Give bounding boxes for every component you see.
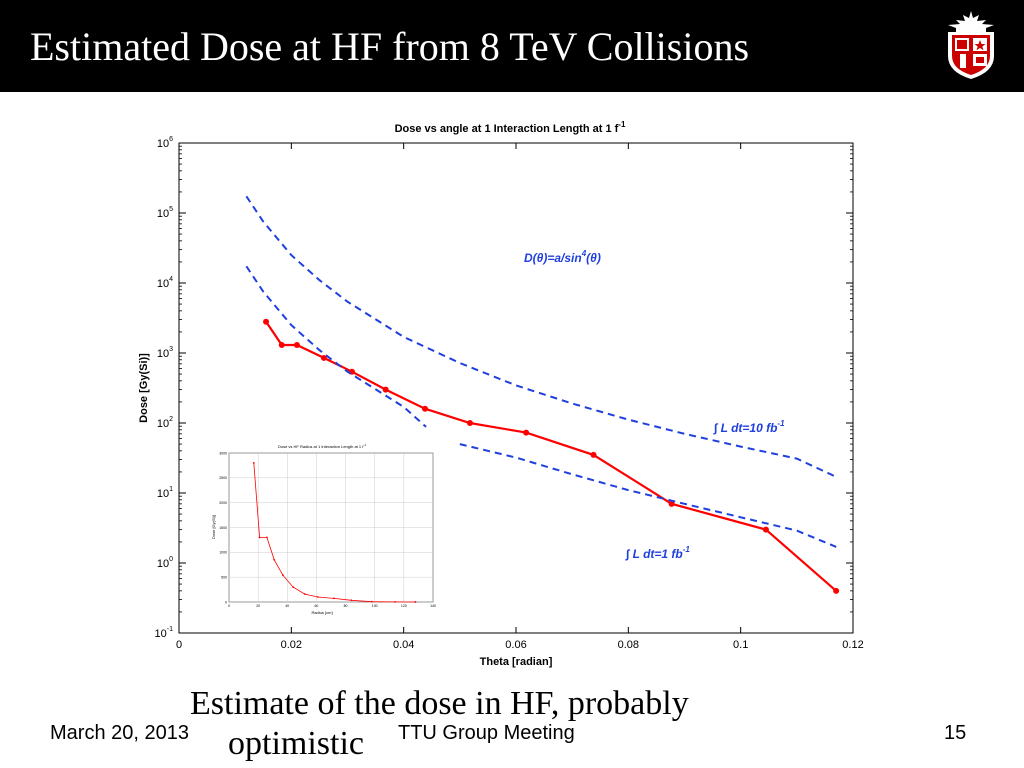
inset-x-tick-label: 20	[256, 604, 260, 608]
dose-data-point	[762, 526, 769, 533]
inset-data-point	[370, 600, 373, 603]
slide-caption: Estimate of the dose in HF, probably opt…	[190, 684, 810, 764]
main-y-tick-label: 106	[157, 136, 173, 150]
inset-data-point	[258, 536, 261, 539]
dose-data-point	[278, 342, 285, 349]
inset-data-point	[273, 558, 276, 561]
inset-x-tick-label: 80	[344, 604, 348, 608]
inset-y-tick-label: 2500	[219, 476, 227, 480]
slide-number: 15	[944, 722, 967, 744]
inset-y-tick-label: 2000	[219, 501, 227, 505]
inset-chart: Dose vs HF Radius at 1 Interaction Lengt…	[209, 440, 442, 615]
fit-curve-1	[245, 195, 837, 478]
main-x-tick-label: 0.1	[733, 639, 748, 651]
main-x-tick-label: 0.02	[281, 639, 302, 651]
fit-curve-2	[459, 443, 837, 548]
footer-date: March 20, 2013	[50, 722, 189, 744]
main-x-tick-label: 0.04	[393, 639, 414, 651]
caption-line-2: optimistic	[228, 725, 364, 762]
fit-curve-2	[245, 265, 427, 428]
inset-x-axis-label: Radius [cm]	[311, 610, 332, 615]
inset-y-tick-label: 500	[221, 575, 227, 579]
dose-data-point	[466, 420, 473, 426]
caption-line-1: Estimate of the dose in HF, probably	[190, 685, 689, 722]
inset-data-point	[350, 599, 353, 602]
inset-data-point	[316, 596, 319, 598]
main-x-tick-label: 0.08	[618, 639, 639, 651]
inset-title: Dose vs HF Radius at 1 Interaction Lengt…	[278, 443, 366, 449]
university-shield-icon	[948, 11, 994, 79]
main-y-tick-label: 104	[157, 276, 173, 290]
main-y-tick-label: 101	[157, 486, 173, 500]
inset-data-point	[414, 601, 417, 603]
dose-data-point	[668, 500, 675, 507]
inset-data-point	[303, 593, 306, 595]
inset-x-tick-label: 120	[401, 604, 407, 608]
inset-data-point	[333, 597, 335, 600]
main-x-axis-label: Theta [radian]	[480, 656, 553, 668]
inset-x-tick-label: 140	[430, 604, 436, 608]
footer-meeting: TTU Group Meeting	[398, 722, 575, 744]
inset-y-tick-label: 3000	[219, 451, 227, 455]
main-y-tick-label: 103	[157, 346, 173, 360]
main-y-axis-label: Dose [Gy(Si)]	[138, 353, 150, 423]
inset-y-axis-label: Dose [Gy(Si)]	[211, 515, 216, 539]
main-x-tick-label: 0.12	[842, 639, 863, 651]
title-bar: Estimated Dose at HF from 8 TeV Collisio…	[0, 0, 1024, 92]
main-chart-title: Dose vs angle at 1 Interaction Length at…	[395, 120, 626, 135]
main-y-tick-label: 102	[157, 416, 173, 430]
inset-data-point	[252, 462, 255, 464]
dose-data-point	[263, 318, 270, 325]
inset-x-tick-label: 60	[314, 604, 318, 608]
dose-data-point	[590, 451, 597, 458]
inset-y-tick-label: 0	[225, 600, 227, 604]
inset-y-tick-label: 1000	[219, 551, 227, 555]
lumi-10-annotation: ∫ L dt=10 fb-1	[713, 419, 785, 435]
main-x-tick-label: 0.06	[505, 639, 526, 651]
dose-data-point	[382, 386, 389, 393]
inset-x-tick-label: 0	[228, 604, 230, 608]
slide-title: Estimated Dose at HF from 8 TeV Collisio…	[30, 24, 750, 69]
formula-annotation: D(θ)=a/sin4(θ)	[524, 249, 601, 265]
inset-data-point	[292, 586, 295, 588]
inset-x-tick-label: 40	[285, 604, 289, 608]
main-y-tick-label: 100	[157, 556, 173, 570]
inset-x-tick-label: 100	[372, 604, 378, 608]
dose-data-point	[320, 354, 327, 361]
dose-data-point	[293, 342, 300, 349]
main-y-tick-label: 10-1	[155, 626, 174, 640]
main-y-tick-label: 105	[157, 206, 173, 220]
lumi-1-annotation: ∫ L dt=1 fb-1	[625, 545, 690, 561]
dose-data-point	[833, 587, 840, 594]
inset-y-tick-label: 1500	[219, 526, 227, 530]
dose-data-point	[422, 405, 429, 412]
inset-data-point	[282, 574, 284, 577]
inset-background	[209, 440, 442, 609]
inset-data-point	[394, 600, 397, 603]
inset-data-point	[265, 536, 268, 539]
dose-data-point	[523, 429, 530, 436]
main-chart: Dose vs angle at 1 Interaction Length at…	[138, 120, 864, 668]
main-x-tick-label: 0	[176, 639, 182, 651]
